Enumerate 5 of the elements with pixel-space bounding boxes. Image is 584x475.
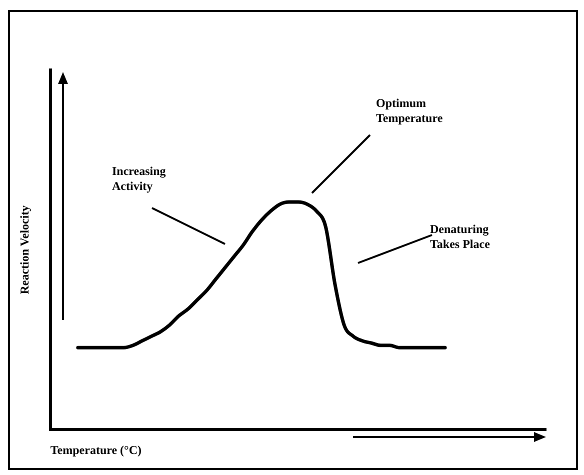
text: Increasing Activity bbox=[112, 164, 166, 194]
y-axis-title: Reaction Velocity bbox=[17, 205, 32, 294]
text: Optimum Temperature bbox=[376, 96, 443, 126]
annotation: Denaturing Takes Place bbox=[430, 222, 490, 252]
x-axis-title: Temperature (°C) bbox=[50, 442, 142, 457]
